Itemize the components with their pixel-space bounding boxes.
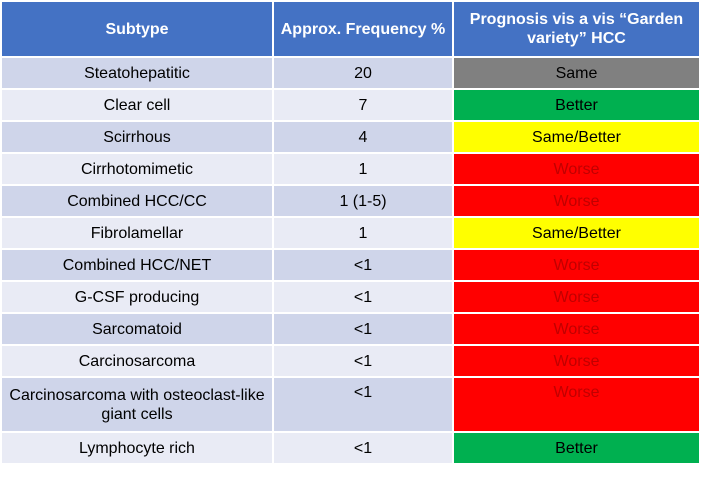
table-row: Steatohepatitic 20 Same [0, 56, 701, 90]
prognosis-cell: Same [452, 56, 701, 90]
subtype-cell: Sarcomatoid [0, 312, 274, 346]
subtype-cell: Clear cell [0, 88, 274, 122]
prognosis-cell: Worse [452, 248, 701, 282]
frequency-cell: 1 [272, 216, 454, 250]
header-prognosis: Prognosis vis a vis “Garden variety” HCC [452, 0, 701, 58]
subtype-cell: Carcinosarcoma with osteoclast-like gian… [0, 376, 274, 433]
table-row: Sarcomatoid <1 Worse [0, 312, 701, 346]
subtype-cell: Fibrolamellar [0, 216, 274, 250]
table-row: Cirrhotomimetic 1 Worse [0, 152, 701, 186]
header-frequency: Approx. Frequency % [272, 0, 454, 58]
prognosis-cell: Worse [452, 152, 701, 186]
frequency-cell: <1 [272, 280, 454, 314]
table-header-row: Subtype Approx. Frequency % Prognosis vi… [0, 0, 701, 58]
prognosis-cell: Worse [452, 376, 701, 433]
table-row: Combined HCC/NET <1 Worse [0, 248, 701, 282]
hcc-subtype-table: Subtype Approx. Frequency % Prognosis vi… [0, 0, 701, 465]
subtype-cell: G-CSF producing [0, 280, 274, 314]
frequency-cell: 1 (1-5) [272, 184, 454, 218]
subtype-cell: Combined HCC/CC [0, 184, 274, 218]
subtype-cell: Lymphocyte rich [0, 431, 274, 465]
subtype-cell: Cirrhotomimetic [0, 152, 274, 186]
prognosis-cell: Worse [452, 312, 701, 346]
frequency-cell: 1 [272, 152, 454, 186]
frequency-cell: <1 [272, 248, 454, 282]
frequency-cell: 4 [272, 120, 454, 154]
table-row: Carcinosarcoma <1 Worse [0, 344, 701, 378]
prognosis-cell: Worse [452, 280, 701, 314]
prognosis-cell: Worse [452, 184, 701, 218]
table-row: G-CSF producing <1 Worse [0, 280, 701, 314]
table-row: Lymphocyte rich <1 Better [0, 431, 701, 465]
subtype-cell: Scirrhous [0, 120, 274, 154]
frequency-cell: <1 [272, 431, 454, 465]
frequency-cell: 20 [272, 56, 454, 90]
subtype-cell: Combined HCC/NET [0, 248, 274, 282]
prognosis-cell: Same/Better [452, 120, 701, 154]
frequency-cell: <1 [272, 344, 454, 378]
table-row: Carcinosarcoma with osteoclast-like gian… [0, 376, 701, 433]
table-row: Clear cell 7 Better [0, 88, 701, 122]
table-row: Combined HCC/CC 1 (1-5) Worse [0, 184, 701, 218]
frequency-cell: 7 [272, 88, 454, 122]
frequency-cell: <1 [272, 312, 454, 346]
prognosis-cell: Worse [452, 344, 701, 378]
table-row: Fibrolamellar 1 Same/Better [0, 216, 701, 250]
prognosis-cell: Better [452, 431, 701, 465]
frequency-cell: <1 [272, 376, 454, 433]
table-row: Scirrhous 4 Same/Better [0, 120, 701, 154]
prognosis-cell: Better [452, 88, 701, 122]
subtype-cell: Steatohepatitic [0, 56, 274, 90]
prognosis-cell: Same/Better [452, 216, 701, 250]
subtype-cell: Carcinosarcoma [0, 344, 274, 378]
header-subtype: Subtype [0, 0, 274, 58]
